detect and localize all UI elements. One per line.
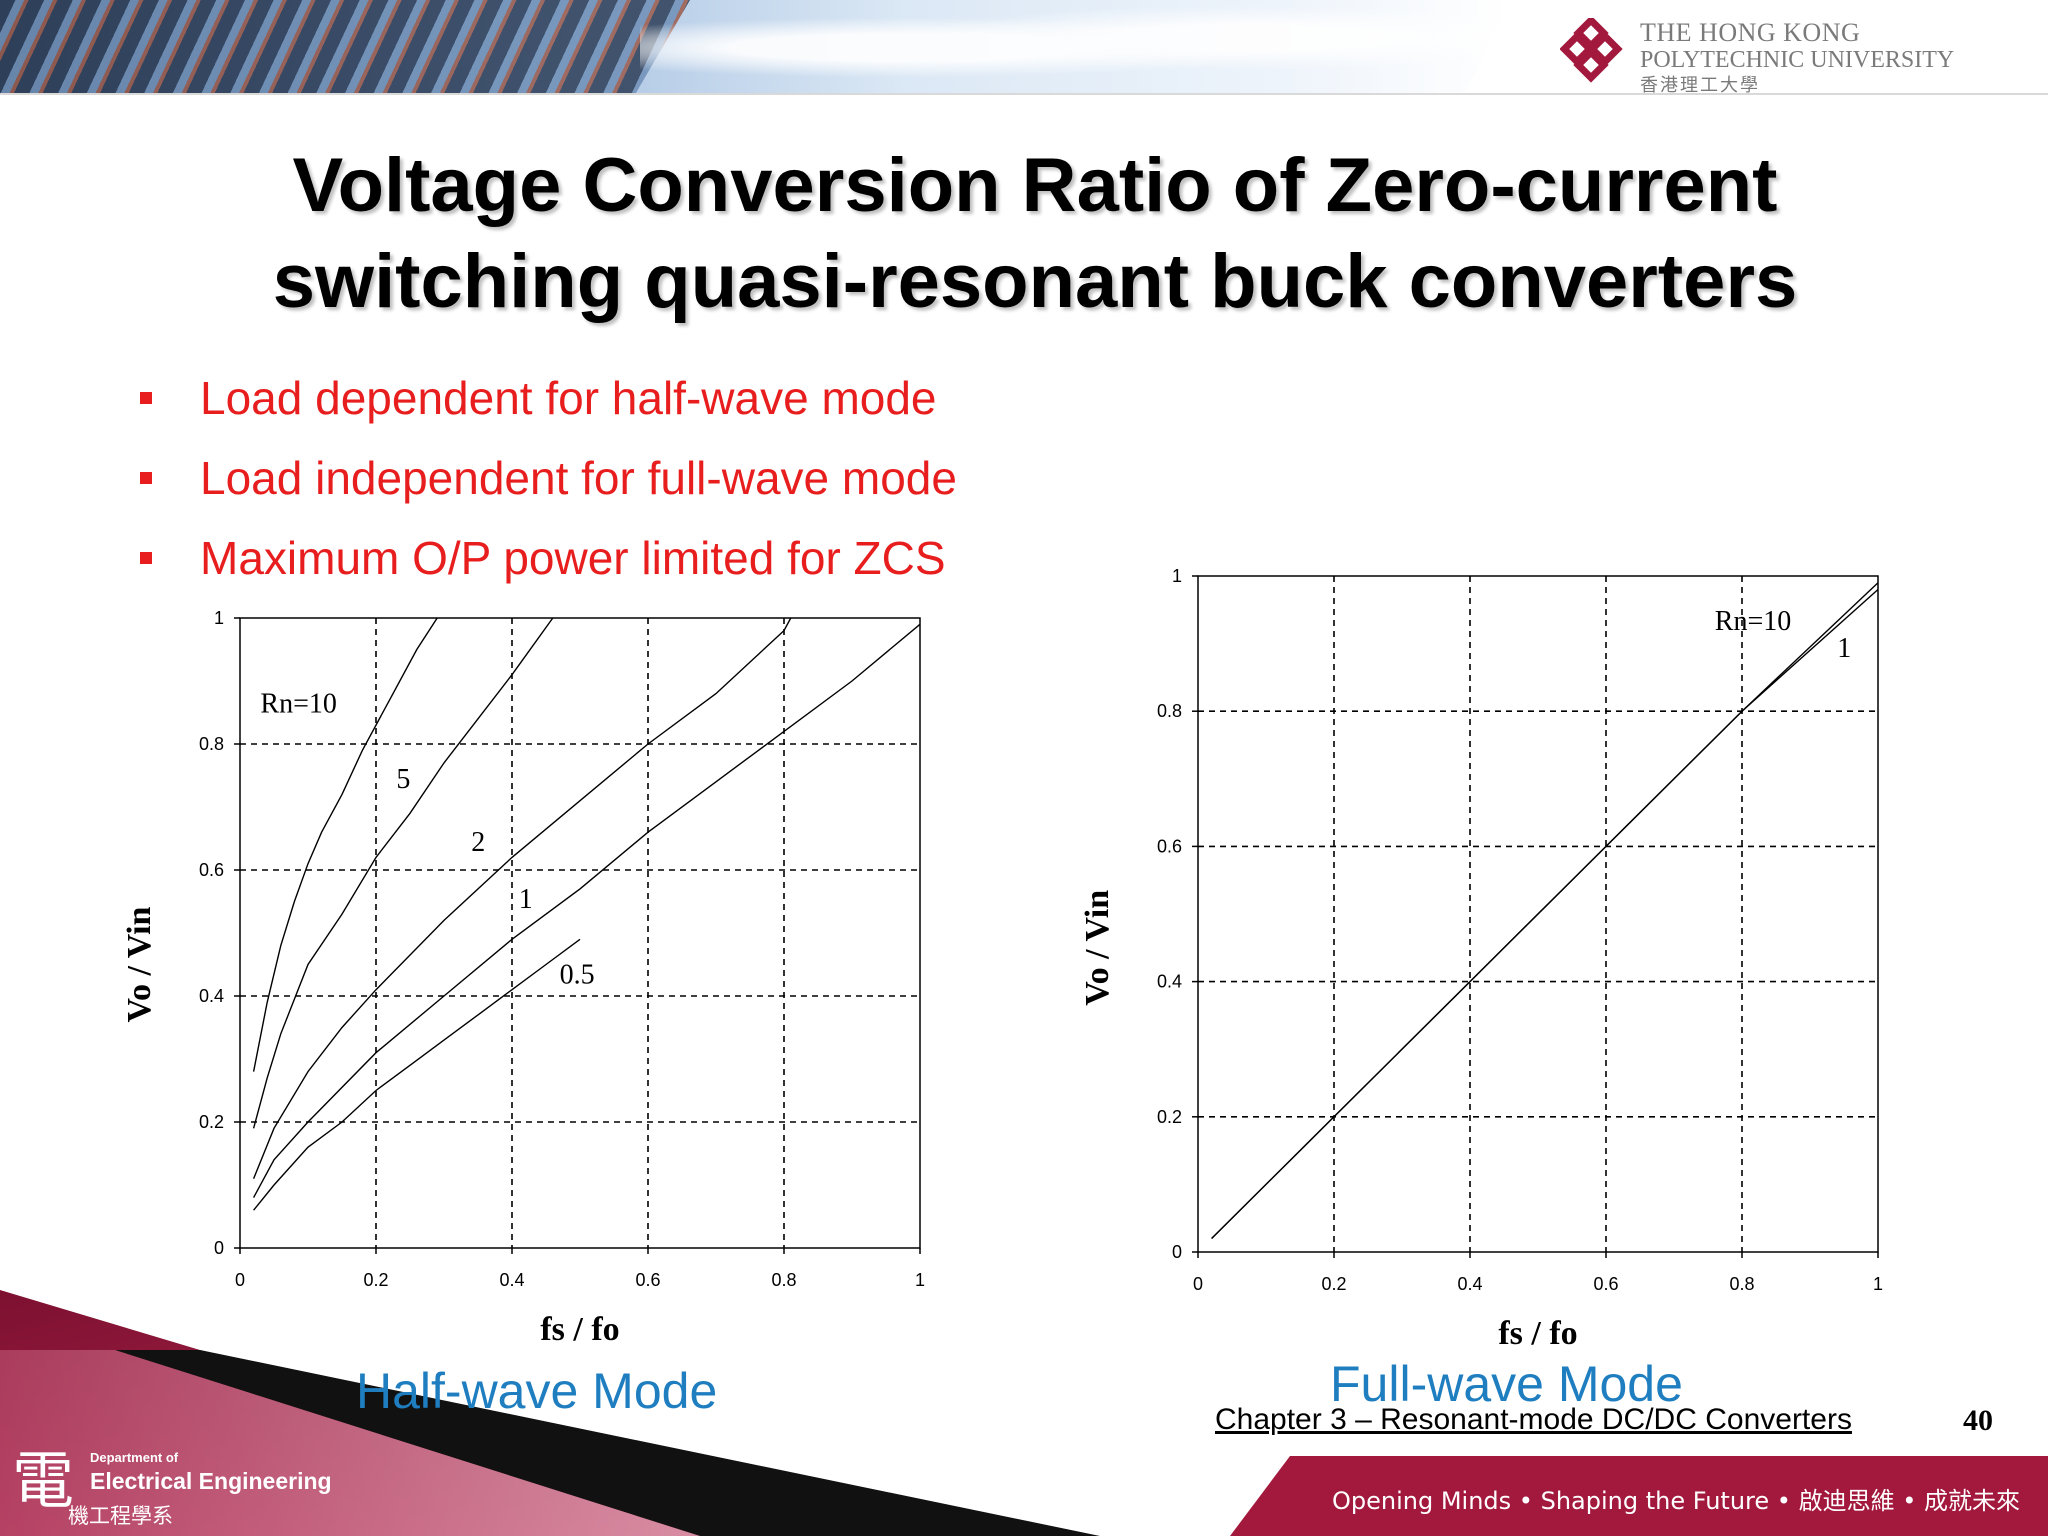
y-tick-label: 0.6 xyxy=(1157,836,1182,856)
bullet-square-icon xyxy=(140,392,152,404)
x-axis-title: fs / fo xyxy=(540,1311,619,1348)
banner-building-image xyxy=(0,0,690,95)
x-tick-label: 1 xyxy=(1873,1274,1883,1294)
series-line xyxy=(252,617,554,1129)
x-axis-title: fs / fo xyxy=(1498,1315,1577,1352)
university-name: THE HONG KONG POLYTECHNIC UNIVERSITY 香港理… xyxy=(1640,18,1955,95)
curve-annotation: 1 xyxy=(1837,633,1851,664)
university-name-line2: POLYTECHNIC UNIVERSITY xyxy=(1640,47,1955,73)
series-line xyxy=(1211,588,1879,1239)
y-tick-label: 0 xyxy=(1172,1242,1182,1262)
plot-area xyxy=(239,617,921,1249)
department-name: Electrical Engineering xyxy=(90,1468,332,1494)
slide-title-line2: switching quasi-resonant buck converters xyxy=(272,239,1798,324)
y-tick-label: 0.4 xyxy=(1157,972,1182,992)
bullet-item: Load dependent for half-wave mode xyxy=(140,368,957,448)
banner-sky-image xyxy=(640,0,1510,95)
x-tick-label: 0.6 xyxy=(1593,1274,1618,1294)
department-prefix: Department of xyxy=(90,1450,179,1465)
department-name-chinese: 機工程學系 xyxy=(68,1504,173,1528)
bullet-square-icon xyxy=(140,552,152,564)
y-tick-label: 0.8 xyxy=(199,734,224,754)
page-number: 40 xyxy=(1963,1404,1993,1437)
university-name-line1: THE HONG KONG xyxy=(1640,18,1861,47)
bullet-item: Load independent for full-wave mode xyxy=(140,448,957,528)
x-tick-label: 0 xyxy=(1193,1274,1203,1294)
x-tick-label: 0.4 xyxy=(1457,1274,1482,1294)
x-tick-label: 1 xyxy=(915,1270,925,1290)
full-wave-chart: 0 0.2 0.4 0.6 0.8 1 0 0.2 0.4 0.6 0.8 1 fs / fo Vo / … xyxy=(1079,566,1883,1352)
y-axis-title: Vo / Vin xyxy=(121,906,158,1022)
university-slogan: Opening Minds • Shaping the Future • 啟迪思… xyxy=(1332,1487,2020,1515)
curve-annotation: 1 xyxy=(519,884,533,915)
full-wave-caption: Full-wave Mode xyxy=(1330,1356,1683,1412)
curve-annotation: Rn=10 xyxy=(1715,606,1791,637)
footer-decoration xyxy=(0,1290,2048,1536)
x-tick-label: 0.2 xyxy=(1321,1274,1346,1294)
polyu-logo-icon xyxy=(1560,18,1623,83)
y-tick-label: 0.6 xyxy=(199,860,224,880)
y-axis-title: Vo / Vin xyxy=(1079,890,1116,1006)
bullet-text: Load independent for full-wave mode xyxy=(200,452,957,504)
series-line xyxy=(252,623,921,1198)
curve-annotation: 5 xyxy=(396,764,410,795)
y-tick-label: 0.2 xyxy=(199,1112,224,1132)
y-tick-label: 0.2 xyxy=(1157,1107,1182,1127)
x-tick-label: 0 xyxy=(235,1270,245,1290)
x-tick-label: 0.6 xyxy=(635,1270,660,1290)
y-tick-label: 1 xyxy=(1172,566,1182,586)
slide-title: Voltage Conversion Ratio of Zero-current… xyxy=(120,138,1950,330)
series-line xyxy=(252,617,792,1179)
half-wave-caption: Half-wave Mode xyxy=(356,1363,718,1419)
half-wave-chart: 0 0.2 0.4 0.6 0.8 1 0 0.2 0.4 0.6 0.8 1 fs / fo Vo / … xyxy=(121,608,925,1348)
x-tick-label: 0.4 xyxy=(499,1270,524,1290)
department-glyph: 電 xyxy=(12,1444,75,1517)
bullet-square-icon xyxy=(140,472,152,484)
y-tick-label: 1 xyxy=(214,608,224,628)
bullet-item: Maximum O/P power limited for ZCS xyxy=(140,528,957,608)
y-tick-label: 0.8 xyxy=(1157,701,1182,721)
x-tick-label: 0.8 xyxy=(771,1270,796,1290)
bullet-list: Load dependent for half-wave mode Load i… xyxy=(140,368,957,608)
university-name-chinese: 香港理工大學 xyxy=(1640,75,1760,95)
x-tick-label: 0.2 xyxy=(363,1270,388,1290)
slide-title-line1: Voltage Conversion Ratio of Zero-current xyxy=(292,143,1778,228)
bullet-text: Load dependent for half-wave mode xyxy=(200,372,937,424)
y-tick-label: 0 xyxy=(214,1238,224,1258)
banner-divider xyxy=(0,93,2048,95)
series-line xyxy=(253,938,581,1211)
curve-annotation: 2 xyxy=(471,827,485,858)
chapter-footer: Chapter 3 – Resonant-mode DC/DC Converte… xyxy=(1215,1403,1852,1436)
y-tick-label: 0.4 xyxy=(199,986,224,1006)
series-line xyxy=(252,617,438,1072)
curve-annotation: Rn=10 xyxy=(260,689,336,720)
x-tick-label: 0.8 xyxy=(1729,1274,1754,1294)
header-banner xyxy=(0,0,2048,95)
bullet-text: Maximum O/P power limited for ZCS xyxy=(200,532,946,584)
curve-annotation: 0.5 xyxy=(560,959,595,990)
